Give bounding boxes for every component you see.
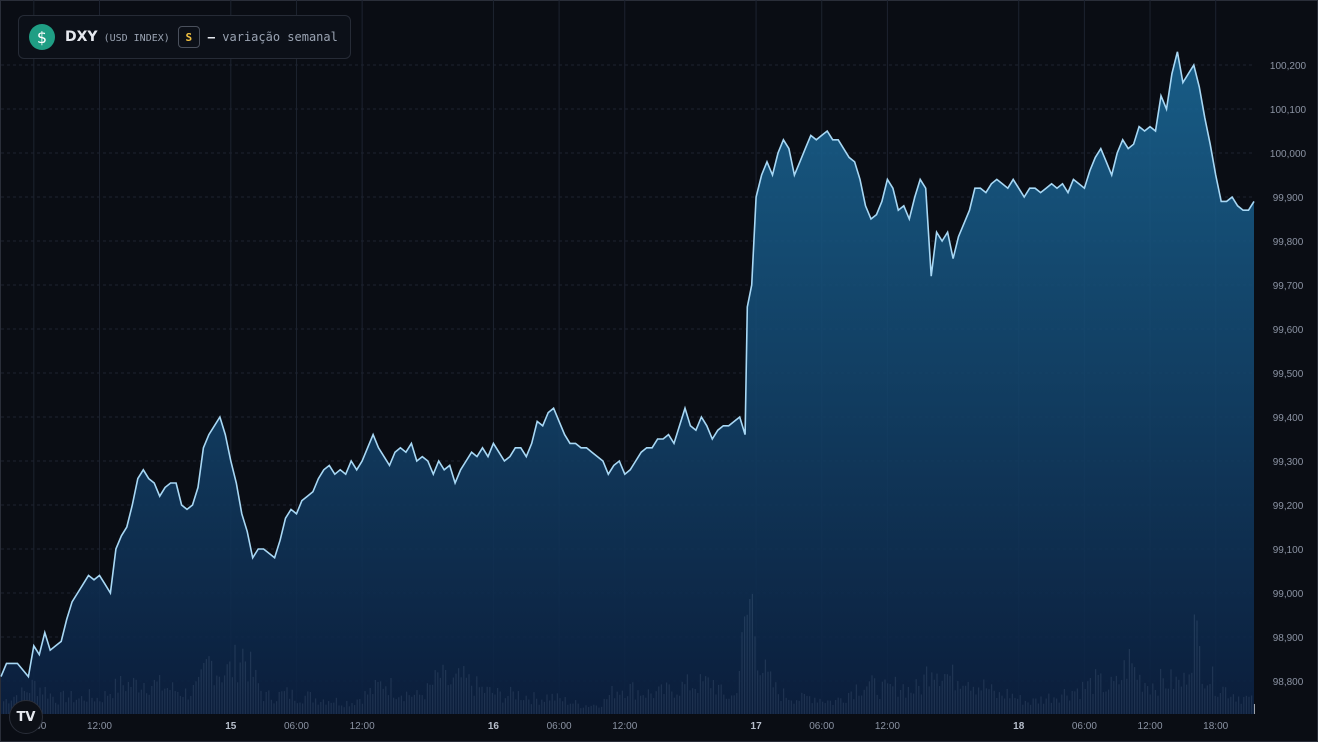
time-tick-label: 18 <box>1013 721 1025 732</box>
legend-description: – variação semanal <box>208 30 338 44</box>
time-axis[interactable]: 06:00 12:00 15 06:00 12:00 16 06:00 12:00 17 06:0… <box>21 721 1228 732</box>
symbol-legend[interactable]: $ DXY (USD INDEX) S – variação semanal <box>18 15 351 59</box>
price-tick-label: 99,900 <box>1273 193 1304 204</box>
time-tick-label: 16 <box>488 721 500 732</box>
price-tick-label: 100,000 <box>1270 149 1307 160</box>
time-tick-label: 06:00 <box>809 721 834 732</box>
price-tick-label: 100,200 <box>1270 61 1307 72</box>
price-tick-label: 99,500 <box>1273 369 1304 380</box>
price-tick-label: 99,000 <box>1273 589 1304 600</box>
price-tick-label: 98,900 <box>1273 633 1304 644</box>
source-badge[interactable]: S <box>177 26 200 48</box>
time-tick-label: 12:00 <box>612 721 637 732</box>
time-tick-label: 12:00 <box>350 721 375 732</box>
price-line <box>0 51 1255 679</box>
symbol-subtitle: (USD INDEX) <box>103 32 170 44</box>
price-tick-label: 98,800 <box>1273 677 1304 688</box>
time-tick-label: 06:00 <box>284 721 309 732</box>
time-tick-label: 06:00 <box>1072 721 1097 732</box>
dollar-coin-icon: $ <box>29 24 55 50</box>
time-tick-label: 12:00 <box>1138 721 1163 732</box>
legend-description-text: variação semanal <box>222 30 338 44</box>
time-tick-label: 06:00 <box>547 721 572 732</box>
time-tick-label: 18:00 <box>1203 721 1228 732</box>
legend-dash: – <box>207 30 216 44</box>
tradingview-logo-icon[interactable]: TV <box>9 700 43 734</box>
time-tick-label: 15 <box>225 721 237 732</box>
price-tick-label: 99,200 <box>1273 501 1304 512</box>
price-tick-label: 99,600 <box>1273 325 1304 336</box>
price-tick-label: 99,800 <box>1273 237 1304 248</box>
price-tick-label: 99,400 <box>1273 413 1304 424</box>
time-tick-label: 12:00 <box>875 721 900 732</box>
price-tick-label: 100,100 <box>1270 105 1307 116</box>
price-tick-label: 99,700 <box>1273 281 1304 292</box>
price-axis[interactable]: 100,200 100,100 100,000 99,900 99,800 99,700 9… <box>1270 61 1307 688</box>
price-area-fill <box>1 51 1254 715</box>
time-tick-label: 12:00 <box>87 721 112 732</box>
price-tick-label: 99,300 <box>1273 457 1304 468</box>
volume-bar <box>1253 703 1255 714</box>
time-tick-label: 17 <box>751 721 763 732</box>
symbol-name: DXY <box>65 29 98 45</box>
price-tick-label: 99,100 <box>1273 545 1304 556</box>
